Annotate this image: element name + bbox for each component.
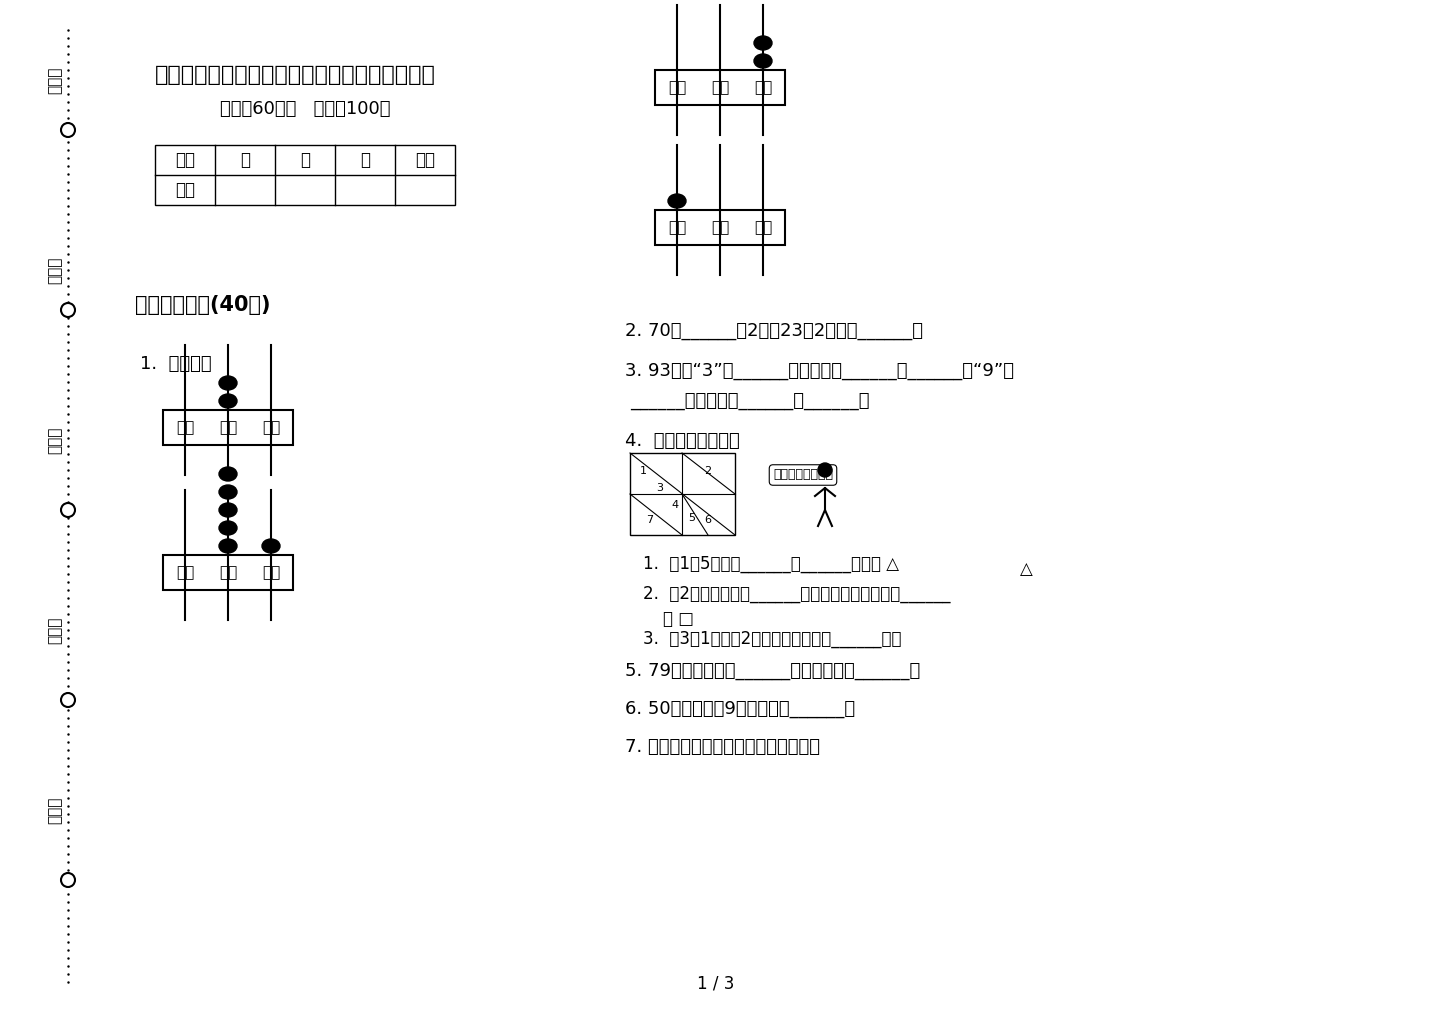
Text: 1.  看图写数: 1. 看图写数 — [140, 355, 212, 373]
Bar — [631, 453, 735, 535]
Ellipse shape — [219, 376, 236, 390]
Text: 学校：: 学校： — [47, 797, 63, 824]
Text: 得分: 得分 — [175, 181, 195, 199]
Circle shape — [62, 303, 75, 317]
Text: 一: 一 — [239, 151, 249, 169]
Bar — [655, 210, 785, 245]
Bar — [655, 70, 785, 105]
Text: 7. 说说下面各题先算什么，再算什么。: 7. 说说下面各题先算什么，再算什么。 — [625, 738, 820, 756]
Text: 1 / 3: 1 / 3 — [698, 975, 735, 993]
Text: 题号: 题号 — [175, 151, 195, 169]
Ellipse shape — [262, 539, 279, 553]
Ellipse shape — [754, 36, 772, 50]
Text: 二: 二 — [299, 151, 310, 169]
Circle shape — [62, 693, 75, 707]
Circle shape — [62, 503, 75, 517]
Text: 3: 3 — [656, 483, 663, 493]
Text: 3.  （3）1号图和2号图可以拼成一个______形。: 3. （3）1号图和2号图可以拼成一个______形。 — [643, 630, 901, 648]
Text: 一、基础练习(40分): 一、基础练习(40分) — [135, 295, 271, 315]
Bar — [163, 410, 292, 445]
Text: 个 □: 个 □ — [663, 610, 694, 628]
Text: 三: 三 — [360, 151, 370, 169]
Text: 百位: 百位 — [668, 220, 686, 235]
Ellipse shape — [219, 521, 236, 535]
Text: 考场：: 考场： — [47, 257, 63, 284]
Text: 考号：: 考号： — [47, 67, 63, 94]
Text: 2.  （2）七巧板是由______种图形组成的，其中有______: 2. （2）七巧板是由______种图形组成的，其中有______ — [643, 585, 950, 603]
Text: 百位: 百位 — [176, 420, 193, 435]
Text: 3. 93里的“3”在______位上，表示______个______；“9”在: 3. 93里的“3”在______位上，表示______个______；“9”在 — [625, 362, 1015, 380]
Text: 部编人教版一年级下学期综合考点数学期末试卷: 部编人教版一年级下学期综合考点数学期末试卷 — [155, 65, 436, 85]
Text: 个位: 个位 — [262, 420, 279, 435]
Text: 时间：60分钟   满分：100分: 时间：60分钟 满分：100分 — [221, 100, 391, 118]
Text: 个位: 个位 — [262, 565, 279, 580]
Ellipse shape — [219, 485, 236, 499]
Text: 这是一副七巧板。: 这是一副七巧板。 — [772, 468, 833, 481]
Text: 个位: 个位 — [754, 80, 772, 95]
Text: 1.  （1）5号图是______，______号图是 △: 1. （1）5号图是______，______号图是 △ — [643, 555, 898, 573]
Text: 6: 6 — [705, 515, 712, 525]
Ellipse shape — [219, 539, 236, 553]
Circle shape — [818, 463, 833, 477]
Text: 班级：: 班级： — [47, 617, 63, 644]
Text: 十位: 十位 — [711, 80, 729, 95]
Text: 2: 2 — [705, 466, 712, 476]
Text: 1: 1 — [639, 466, 646, 476]
Text: 百位: 百位 — [176, 565, 193, 580]
Text: 2. 70比______大2，比23大2的数是______。: 2. 70比______大2，比23大2的数是______。 — [625, 321, 923, 340]
Text: 个位: 个位 — [754, 220, 772, 235]
Text: 姓名：: 姓名： — [47, 427, 63, 454]
Text: 总分: 总分 — [416, 151, 436, 169]
Text: 7: 7 — [646, 515, 653, 525]
Bar — [155, 145, 456, 205]
Text: 6. 50以内个位是9的两位数有______。: 6. 50以内个位是9的两位数有______。 — [625, 700, 856, 718]
Text: ______位上，表示______个______。: ______位上，表示______个______。 — [631, 392, 870, 410]
Ellipse shape — [668, 194, 686, 208]
Text: 百位: 百位 — [668, 80, 686, 95]
Circle shape — [62, 874, 75, 887]
Text: 十位: 十位 — [219, 420, 236, 435]
Ellipse shape — [219, 467, 236, 481]
Circle shape — [62, 123, 75, 137]
Ellipse shape — [754, 54, 772, 68]
Bar — [163, 555, 292, 590]
Ellipse shape — [219, 394, 236, 408]
Text: 十位: 十位 — [219, 565, 236, 580]
Text: △: △ — [1020, 560, 1033, 578]
Text: 5. 79的前一个数是______，后一个数是______。: 5. 79的前一个数是______，后一个数是______。 — [625, 662, 920, 680]
Text: 十位: 十位 — [711, 220, 729, 235]
Text: 4.  认真想，仔细填。: 4. 认真想，仔细填。 — [625, 432, 739, 450]
Ellipse shape — [219, 503, 236, 517]
Text: 4: 4 — [672, 500, 679, 510]
Text: 5: 5 — [688, 513, 695, 523]
